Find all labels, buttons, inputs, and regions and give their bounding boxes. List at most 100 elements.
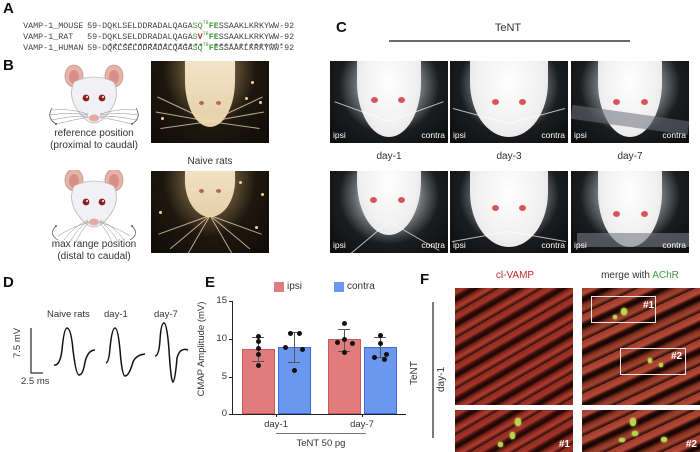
achr-cluster (632, 431, 638, 436)
panel-b-label: B (3, 57, 14, 74)
residue-highlight: Q (197, 21, 203, 31)
data-point (378, 333, 383, 338)
achr-cluster (498, 442, 503, 447)
error-bar (294, 332, 295, 362)
inset-1: #1 (455, 410, 573, 452)
legend-ipsi-swatch (274, 282, 284, 292)
data-point (256, 352, 261, 357)
panel-f-label: F (420, 271, 430, 288)
rat-cartoon-max-range-icon (52, 170, 136, 243)
data-point (342, 350, 347, 355)
trace-label-naive: Naive rats (47, 309, 90, 320)
data-point (335, 340, 340, 345)
achr-cluster (510, 432, 515, 439)
contra-label: contra (541, 130, 565, 140)
contra-label: contra (541, 240, 565, 250)
micrograph-clvamp (455, 288, 573, 405)
x-label-day1: day-1 (264, 419, 288, 430)
data-point (256, 346, 261, 351)
y-tick (229, 301, 232, 302)
data-point (382, 357, 387, 362)
photo-tent-day3-bottom: ipsi contra (450, 171, 568, 253)
x-tick (276, 414, 277, 417)
tent-group-line (389, 40, 630, 42)
achr-title: AChR (652, 270, 679, 281)
tent-row-line (432, 302, 434, 438)
scale-x-label: 2.5 ms (21, 376, 50, 387)
conservation-stars: ******************* ************** (108, 42, 284, 52)
achr-cluster (630, 418, 636, 426)
data-point (292, 368, 297, 373)
caption-reference-position: reference position (proximal to caudal) (50, 128, 138, 151)
achr-cluster (621, 308, 627, 315)
data-point (256, 363, 261, 368)
photo-tent-day1-bottom: ipsi contra (330, 171, 448, 253)
panel-e-label: E (205, 274, 216, 291)
y-tick-label: 10 (216, 333, 227, 344)
data-point (297, 331, 302, 336)
trace-label-day7: day-7 (154, 309, 178, 320)
data-point (378, 341, 383, 346)
photo-tent-day1-top: ipsi contra (330, 61, 448, 143)
x-label-day7: day-7 (350, 419, 374, 430)
error-cap (288, 362, 300, 363)
achr-cluster (659, 363, 663, 367)
photo-tent-day7-top: ipsi contra (571, 61, 689, 143)
ipsi-label: ipsi (453, 130, 466, 140)
roi-label-1: #1 (643, 300, 655, 311)
roi-box-1[interactable] (591, 296, 656, 323)
data-point (384, 352, 389, 357)
ipsi-label: ipsi (453, 240, 466, 250)
scale-y-label: 7.5 mV (12, 327, 23, 358)
rat-cartoon-reference-icon (49, 64, 139, 125)
photo-tent-day3-top: ipsi contra (450, 61, 568, 143)
caption-max-range-position: max range position (distal to caudal) (51, 239, 137, 262)
inset-label-2: #2 (685, 439, 697, 450)
merge-title: merge with AChR (601, 270, 679, 281)
ipsi-label: ipsi (574, 240, 587, 250)
column-label-day1: day-1 (376, 151, 402, 162)
micrograph-merge: #1 #2 (582, 288, 700, 405)
contra-label: contra (662, 240, 686, 250)
data-point (342, 321, 347, 326)
bar-contra-day7 (364, 347, 397, 414)
residue-highlight: V (197, 32, 203, 42)
tent-group-label: TeNT (494, 22, 522, 34)
inset-label-1: #1 (558, 439, 570, 450)
y-tick (229, 339, 232, 340)
data-point (288, 331, 293, 336)
row-label-day1: day-1 (436, 366, 447, 392)
tent-dose-label: TeNT 50 pg (296, 438, 346, 449)
y-tick (229, 377, 232, 378)
contra-label: contra (662, 130, 686, 140)
column-label-day3: day-3 (496, 151, 522, 162)
y-tick (229, 414, 232, 415)
y-tick-label: 0 (221, 408, 227, 419)
y-axis (232, 301, 233, 415)
legend-contra-label: contra (347, 281, 375, 292)
data-point (350, 341, 355, 346)
sequence-row-rat: VAMP-1_RAT 59-DQKLSELDDRADALQAGASVT8FESSA… (23, 31, 295, 42)
photo-naive-reference (151, 61, 269, 143)
photo-naive-max-range (151, 171, 269, 253)
residue-highlight: Q (197, 43, 203, 53)
inset-2: #2 (582, 410, 700, 452)
roi-box-2[interactable] (620, 348, 686, 375)
x-axis (232, 414, 406, 415)
legend-ipsi-label: ipsi (287, 281, 303, 292)
ipsi-label: ipsi (333, 240, 346, 250)
y-axis-label: CMAP Amplitude (mV) (196, 301, 207, 397)
data-point (283, 345, 288, 350)
column-label-day7: day-7 (617, 151, 643, 162)
data-point (256, 339, 261, 344)
panel-a-label: A (3, 0, 14, 17)
roi-label-2: #2 (671, 351, 683, 362)
ipsi-label: ipsi (333, 130, 346, 140)
sequence-name: VAMP-1_MOUSE (23, 21, 84, 31)
clvamp-title: cl-VAMP (495, 270, 535, 281)
ipsi-label: ipsi (574, 130, 587, 140)
y-tick-label: 5 (221, 371, 227, 382)
legend-contra-swatch (334, 282, 344, 292)
achr-cluster (619, 438, 625, 442)
x-tick (362, 414, 363, 417)
